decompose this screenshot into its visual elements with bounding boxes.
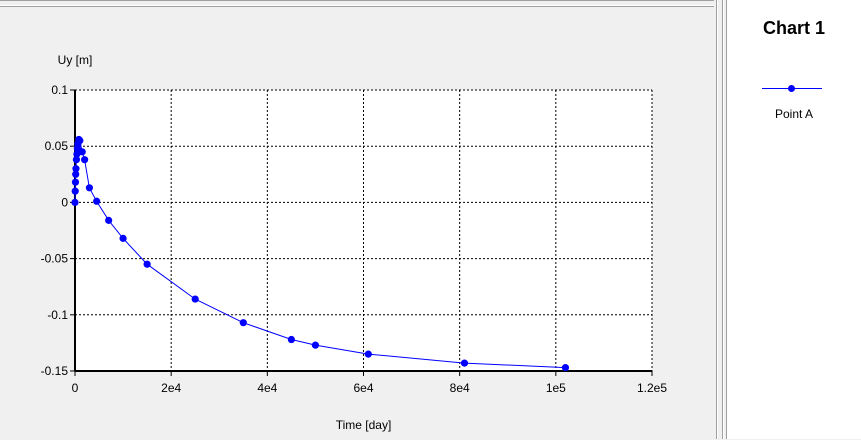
x-tick-label: 0 (72, 381, 79, 395)
plot-area: 0 2e4 4e4 6e4 8e4 1e5 1.2e5 -0.15 -0.1 -0.05 0 0.05… (41, 53, 668, 432)
data-point (72, 170, 80, 178)
data-point (85, 184, 94, 192)
x-tick-label: 2e4 (161, 381, 181, 395)
legend-series-marker (788, 85, 795, 92)
chart-panel: 0 2e4 4e4 6e4 8e4 1e5 1.2e5 -0.15 -0.1 -0.05 0 0.05… (0, 0, 714, 432)
data-point (364, 350, 372, 358)
data-point (191, 295, 199, 303)
data-point (72, 165, 80, 173)
panel-splitter[interactable] (714, 0, 726, 439)
data-point (119, 234, 127, 242)
data-point (287, 335, 295, 344)
y-tick-label: 0.1 (51, 83, 68, 97)
data-point (76, 136, 84, 145)
data-point (460, 359, 469, 367)
y-tick-label: -0.05 (41, 252, 69, 266)
x-axis-title: Time [day] (336, 418, 392, 432)
data-point (78, 148, 86, 156)
data-point (105, 216, 113, 224)
y-axis-title: Uy [m] (58, 53, 93, 67)
data-point (71, 187, 79, 195)
data-point (71, 178, 80, 186)
x-tick-label: 1.2e5 (637, 381, 667, 395)
y-tick-label: -0.1 (47, 308, 68, 322)
data-point (72, 156, 81, 164)
x-tick-label: 6e4 (353, 381, 373, 395)
data-point (93, 197, 101, 205)
x-tick-label: 8e4 (450, 381, 470, 395)
x-tick-label: 4e4 (257, 381, 277, 395)
data-point (561, 364, 570, 372)
data-point (239, 319, 247, 327)
y-tick-label: 0.05 (45, 139, 69, 153)
legend-panel: Chart 1 Point A (726, 0, 861, 439)
y-tick-label: 0 (61, 195, 68, 209)
x-tick-label: 1e5 (546, 381, 566, 395)
y-tick-label: -0.15 (41, 364, 69, 378)
chart-title: Chart 1 (762, 18, 825, 38)
legend-series-label: Point A (774, 107, 814, 121)
data-point (81, 156, 89, 164)
data-point (71, 198, 79, 206)
data-point (143, 260, 151, 268)
data-point (311, 341, 320, 349)
